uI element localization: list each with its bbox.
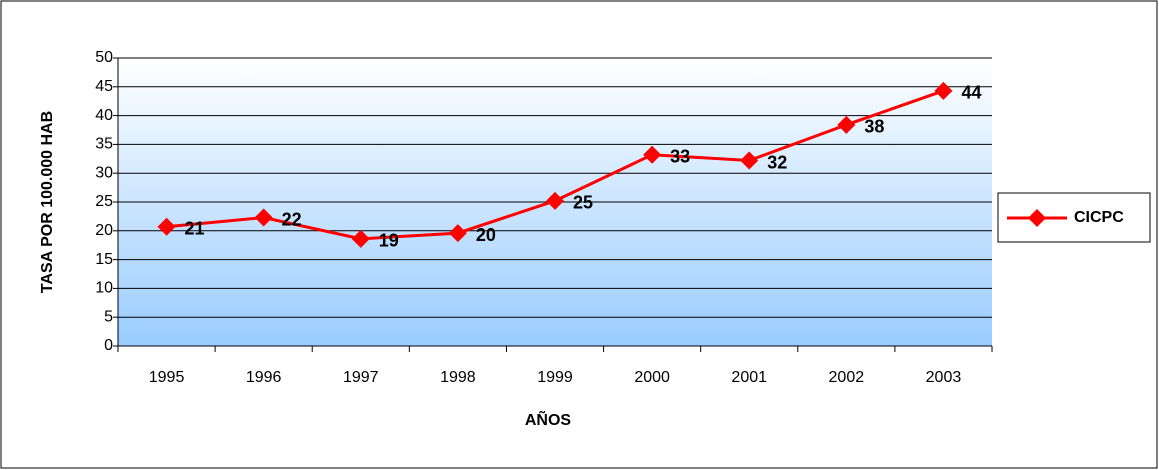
x-tick-label: 1998 [440,369,476,386]
x-tick-label: 2001 [731,369,767,386]
legend-label: CICPC [1074,209,1124,226]
y-tick-label: 50 [95,49,113,66]
y-tick-label: 30 [95,164,113,181]
marker [934,81,953,100]
y-tick-label: 20 [95,222,113,239]
x-axis-label: AÑOS [525,409,572,429]
y-tick-label: 5 [104,308,113,325]
x-tick-label: 2000 [634,369,670,386]
x-tick-label: 2003 [926,369,962,386]
legend-marker [1028,209,1046,227]
x-tick-label: 1999 [537,369,573,386]
marker [643,145,662,164]
x-tick-label: 1996 [246,369,282,386]
y-tick-label: 0 [104,337,113,354]
marker [254,208,273,227]
data-label: 19 [379,231,399,251]
marker [740,151,759,170]
y-tick-label: 15 [95,251,113,268]
y-tick-label: 10 [95,280,113,297]
data-label: 22 [282,209,302,229]
marker [837,115,856,134]
data-label: 44 [961,83,981,103]
marker [448,224,467,243]
data-label: 21 [185,219,205,239]
y-tick-label: 25 [95,193,113,210]
data-label: 32 [767,152,787,172]
y-tick-label: 45 [95,78,113,95]
x-tick-label: 1997 [343,369,379,386]
data-label: 20 [476,225,496,245]
x-tick-label: 2002 [829,369,865,386]
data-label: 25 [573,193,593,213]
x-tick-label: 1995 [149,369,185,386]
y-tick-label: 35 [95,136,113,153]
marker [546,191,564,210]
data-label: 33 [670,147,690,167]
y-axis-label: TASA POR 100.000 HAB [39,111,56,293]
data-label: 38 [864,117,884,137]
marker [351,229,370,248]
marker [157,217,176,236]
y-tick-label: 40 [95,107,113,124]
